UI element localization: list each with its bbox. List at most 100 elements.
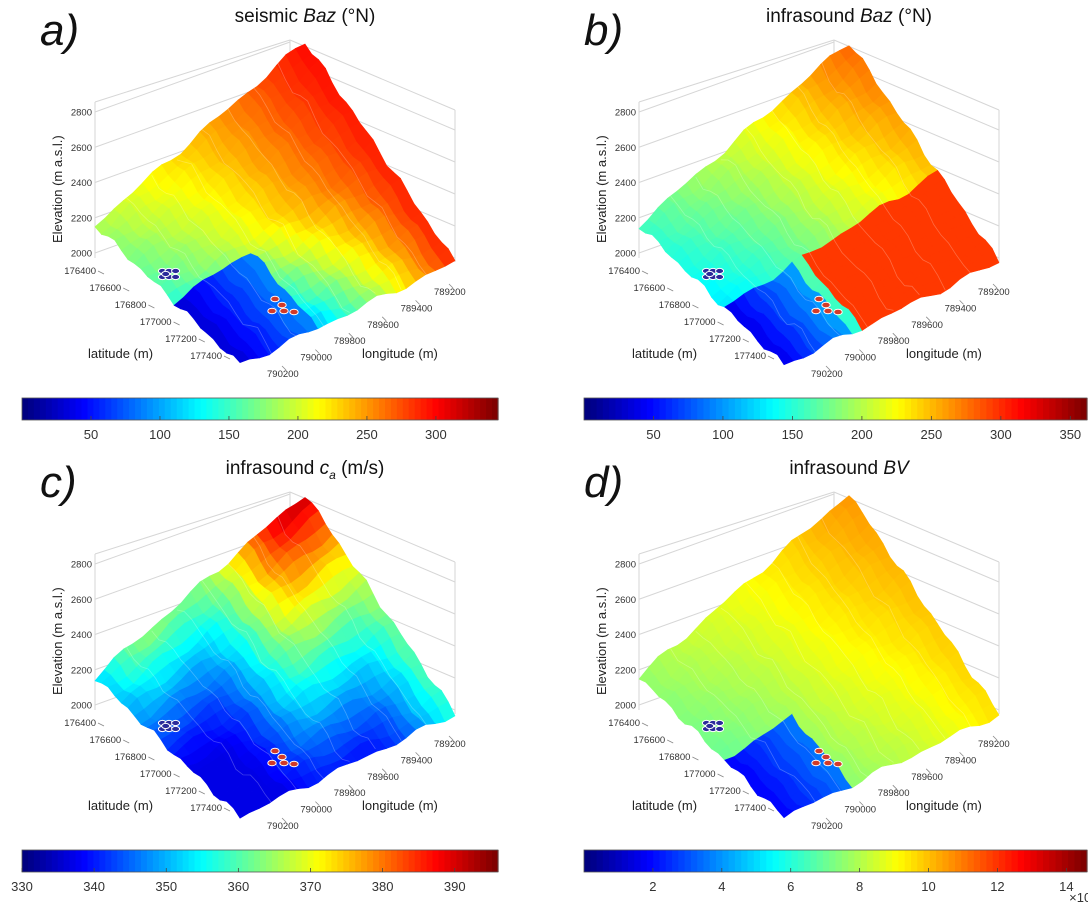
longitude-tick-label: 789200 (434, 739, 466, 750)
colorbar-tick-label: 200 (851, 427, 873, 442)
infrasound-array-marker (811, 295, 843, 316)
title-variable: c (319, 458, 330, 479)
z-axis-label: Elevation (m a.s.l.) (594, 135, 609, 243)
longitude-tick-label: 789600 (911, 320, 943, 331)
title-variable: Baz (860, 6, 893, 27)
z-tick-label: 2000 (615, 701, 636, 712)
longitude-axis-label: longitude (m) (362, 798, 438, 813)
colorbar-tick-label: 6 (787, 879, 794, 894)
longitude-axis-label: longitude (m) (362, 346, 438, 361)
title-unit: (°N) (892, 6, 933, 27)
latitude-tick-label: 176400 (608, 266, 640, 277)
colorbar-gradient (22, 850, 499, 872)
longitude-tick-label: 790000 (844, 353, 876, 364)
z-tick-label: 2200 (71, 665, 92, 676)
longitude-tick-label: 790200 (267, 821, 299, 832)
longitude-tick-label: 789400 (401, 303, 433, 314)
longitude-tick-label: 790000 (300, 353, 332, 364)
colorbar-tick-label: 150 (218, 427, 240, 442)
colorbar-tick-label: 14 (1059, 879, 1073, 894)
colorbar: 2 4 6 8 10 12 14×10⁴ (583, 849, 1088, 902)
ridge-lines (670, 62, 972, 354)
colorbar-gradient (584, 850, 1088, 872)
terrain-surface (638, 45, 1000, 366)
colorbar-tick-label: 360 (228, 879, 250, 894)
longitude-tick-label: 790000 (300, 805, 332, 816)
colorbar-gradient (584, 398, 1088, 420)
infrasound-array-marker (267, 747, 299, 768)
latitude-tick-label: 176600 (89, 283, 121, 294)
latitude-tick-label: 177400 (734, 351, 766, 362)
terrain-plot: 2800 2600 2400 2200 2000 Elevation (m a.s.l.)… (50, 491, 466, 832)
latitude-tick-label: 177200 (709, 334, 741, 345)
longitude-tick-label: 789400 (945, 303, 977, 314)
latitude-tick-label: 177000 (140, 769, 172, 780)
panel-letter: b) (584, 6, 624, 55)
longitude-tick-label: 790200 (811, 821, 843, 832)
longitude-axis-label: longitude (m) (906, 798, 982, 813)
terrain-surface (94, 43, 456, 363)
colorbar-tick-label: 370 (300, 879, 322, 894)
latitude-tick-label: 177400 (734, 803, 766, 814)
latitude-axis-label: latitude (m) (88, 798, 153, 813)
latitude-tick-label: 176600 (89, 735, 121, 746)
infrasound-array-marker (811, 747, 843, 768)
colorbar-tick-label: 8 (856, 879, 863, 894)
colorbar-tick-label: 380 (372, 879, 394, 894)
latitude-tick-label: 176800 (115, 752, 147, 763)
title-variable: Baz (303, 6, 337, 27)
longitude-tick-label: 789400 (401, 755, 433, 766)
latitude-tick-label: 176400 (608, 718, 640, 729)
longitude-axis-label: longitude (m) (906, 346, 982, 361)
z-tick-label: 2600 (615, 595, 636, 606)
ridge-lines (126, 515, 428, 804)
seismic-array-marker (157, 267, 181, 281)
panel-a: a) seismic Baz (°N) 2800 2600 2400 2200 2000 El… (0, 0, 544, 452)
z-tick-label: 2400 (615, 630, 636, 641)
z-tick-label: 2600 (71, 143, 92, 154)
colorbar-tick-label: 350 (1059, 427, 1081, 442)
colorbar-tick-label: 100 (149, 427, 171, 442)
colorbar-tick-label: 250 (356, 427, 378, 442)
z-tick-label: 2200 (71, 213, 92, 224)
panel-letter: c) (40, 458, 77, 507)
latitude-tick-label: 177200 (165, 786, 197, 797)
latitude-tick-label: 176600 (633, 735, 665, 746)
longitude-tick-label: 789600 (911, 772, 943, 783)
colorbar: 50 100 150 200 250 300 350 (583, 397, 1088, 442)
colorbar: 330 340 350 360 370 380 390 (11, 849, 499, 894)
colorbar-tick-label: 12 (990, 879, 1004, 894)
infrasound-array-marker (267, 295, 299, 316)
seismic-array-marker (701, 267, 725, 281)
longitude-tick-label: 789800 (334, 788, 366, 799)
longitude-tick-label: 789800 (334, 336, 366, 347)
colorbar-tick-label: 330 (11, 879, 33, 894)
z-tick-label: 2600 (71, 595, 92, 606)
colorbar-tick-label: 300 (425, 427, 447, 442)
z-tick-label: 2000 (71, 701, 92, 712)
longitude-tick-label: 789200 (978, 287, 1010, 298)
z-tick-label: 2400 (615, 178, 636, 189)
latitude-tick-label: 176400 (64, 718, 96, 729)
z-tick-label: 2400 (71, 178, 92, 189)
latitude-tick-label: 176800 (115, 300, 147, 311)
latitude-axis-label: latitude (m) (632, 798, 697, 813)
z-tick-label: 2000 (615, 249, 636, 260)
z-tick-label: 2800 (615, 108, 636, 119)
colorbar-tick-label: 10 (921, 879, 935, 894)
seismic-array-marker (701, 719, 725, 733)
colorbar-tick-label: 2 (649, 879, 656, 894)
latitude-tick-label: 177000 (684, 769, 716, 780)
z-axis-label: Elevation (m a.s.l.) (594, 587, 609, 695)
longitude-tick-label: 789400 (945, 755, 977, 766)
latitude-tick-label: 177200 (709, 786, 741, 797)
colorbar: 50 100 150 200 250 300 (21, 397, 499, 442)
colorbar-tick-label: 50 (84, 427, 98, 442)
z-axis-label: Elevation (m a.s.l.) (50, 135, 65, 243)
title-prefix: infrasound (765, 6, 860, 27)
panel-title: infrasound Baz (°N) (714, 6, 984, 30)
colorbar-tick-label: 250 (921, 427, 943, 442)
title-prefix: infrasound (789, 458, 884, 479)
longitude-tick-label: 789200 (978, 739, 1010, 750)
latitude-tick-label: 177000 (684, 317, 716, 328)
